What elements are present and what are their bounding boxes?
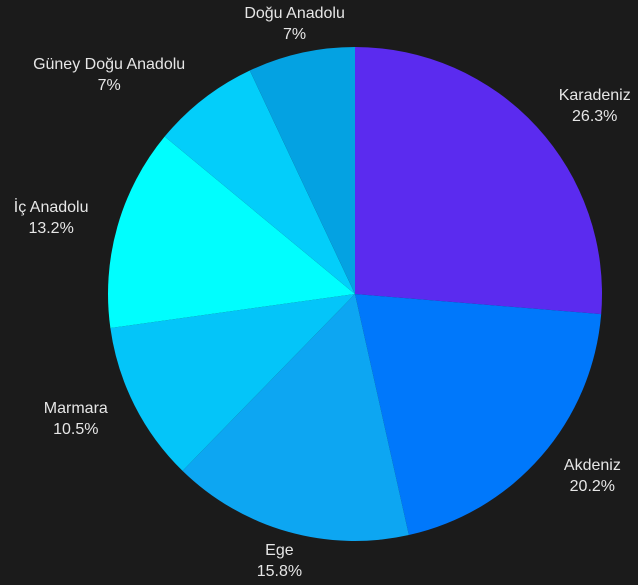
slice-label-akdeniz: Akdeniz 20.2% (564, 455, 621, 497)
slice-label-percent: 26.3% (572, 108, 618, 126)
slice-label-ic-anadolu: İç Anadolu 13.2% (14, 197, 89, 239)
slice-label-name: Güney Doğu Anadolu (33, 56, 186, 74)
slice-label-ege: Ege 15.8% (257, 540, 302, 582)
pie-slice-ege (182, 294, 409, 541)
slice-label-name: Karadeniz (558, 87, 631, 105)
slice-label-karadeniz: Karadeniz 26.3% (559, 85, 631, 127)
pie-slices (108, 47, 603, 541)
slice-label-percent: 20.2% (569, 477, 616, 495)
slice-label-guney-dogu-anadolu: Güney Doğu Anadolu 7% (33, 54, 185, 96)
pie-slice-karadeniz (355, 47, 603, 315)
slice-label-percent: 7% (97, 77, 121, 95)
pie-slice-dogu-anadolu (249, 47, 355, 294)
slice-label-percent: 10.5% (53, 421, 99, 438)
slice-label-name: Marmara (43, 400, 108, 417)
slice-label-name: Doğu Anadolu (244, 4, 345, 22)
slice-label-percent: 15.8% (256, 562, 303, 580)
slice-label-dogu-anadolu: Doğu Anadolu 7% (244, 3, 345, 45)
slice-label-percent: 13.2% (28, 220, 74, 238)
slice-label-marmara: Marmara 10.5% (44, 398, 108, 440)
pie-slice-ic-anadolu (108, 136, 356, 329)
slice-label-name: İç Anadolu (13, 199, 89, 217)
pie-slice-akdeniz (355, 294, 602, 536)
slice-label-name: Akdeniz (563, 456, 621, 474)
slice-label-percent: 7% (283, 25, 307, 43)
slice-label-name: Ege (265, 541, 294, 559)
pie-slice-guney-dogu-anadolu (164, 70, 355, 294)
pie-slice-marmara (110, 294, 355, 471)
